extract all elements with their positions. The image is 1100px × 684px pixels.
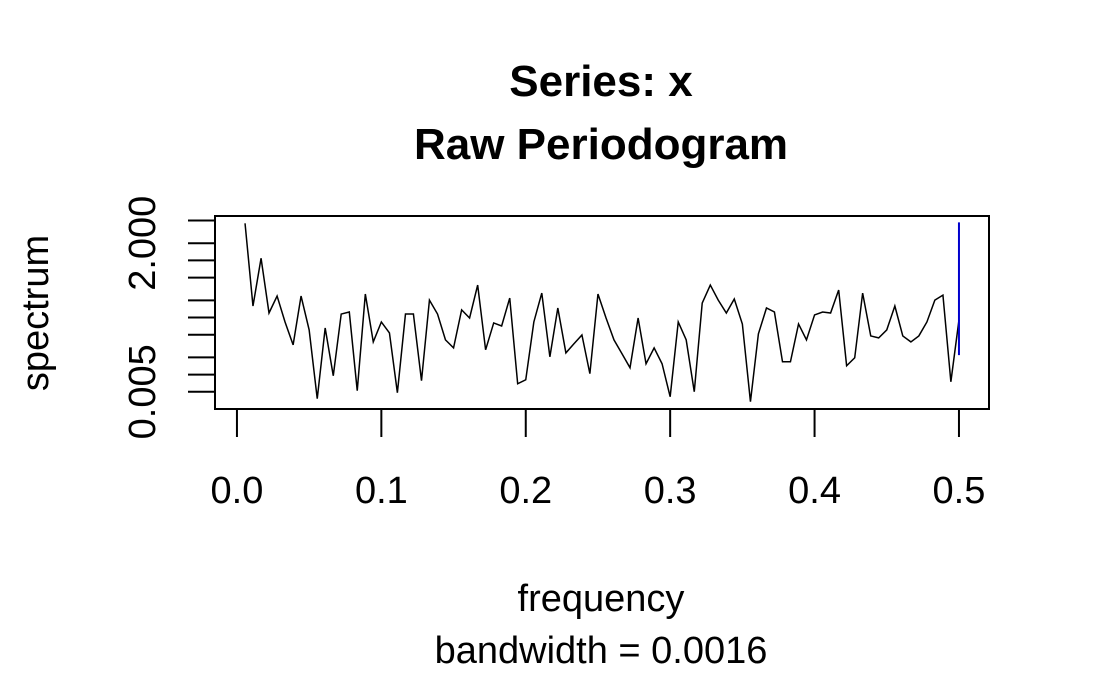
y-axis-label: spectrum (15, 235, 57, 391)
series-line (244, 223, 960, 402)
x-tick-label: 0.2 (499, 470, 552, 512)
y-tick-label: 2.000 (122, 196, 164, 291)
plot-box (214, 215, 990, 410)
x-tick-label: 0.5 (933, 470, 986, 512)
x-tick-label: 0.4 (788, 470, 841, 512)
chart-title: Series: x (509, 57, 693, 106)
y-tick-label: 0.005 (122, 344, 164, 439)
x-tick-label: 0.0 (211, 470, 264, 512)
x-axis-label: frequency (518, 578, 685, 620)
caption: bandwidth = 0.0016 (435, 630, 768, 672)
x-tick-label: 0.1 (355, 470, 408, 512)
x-tick-label: 0.3 (644, 470, 697, 512)
chart-subtitle: Raw Periodogram (414, 120, 788, 169)
